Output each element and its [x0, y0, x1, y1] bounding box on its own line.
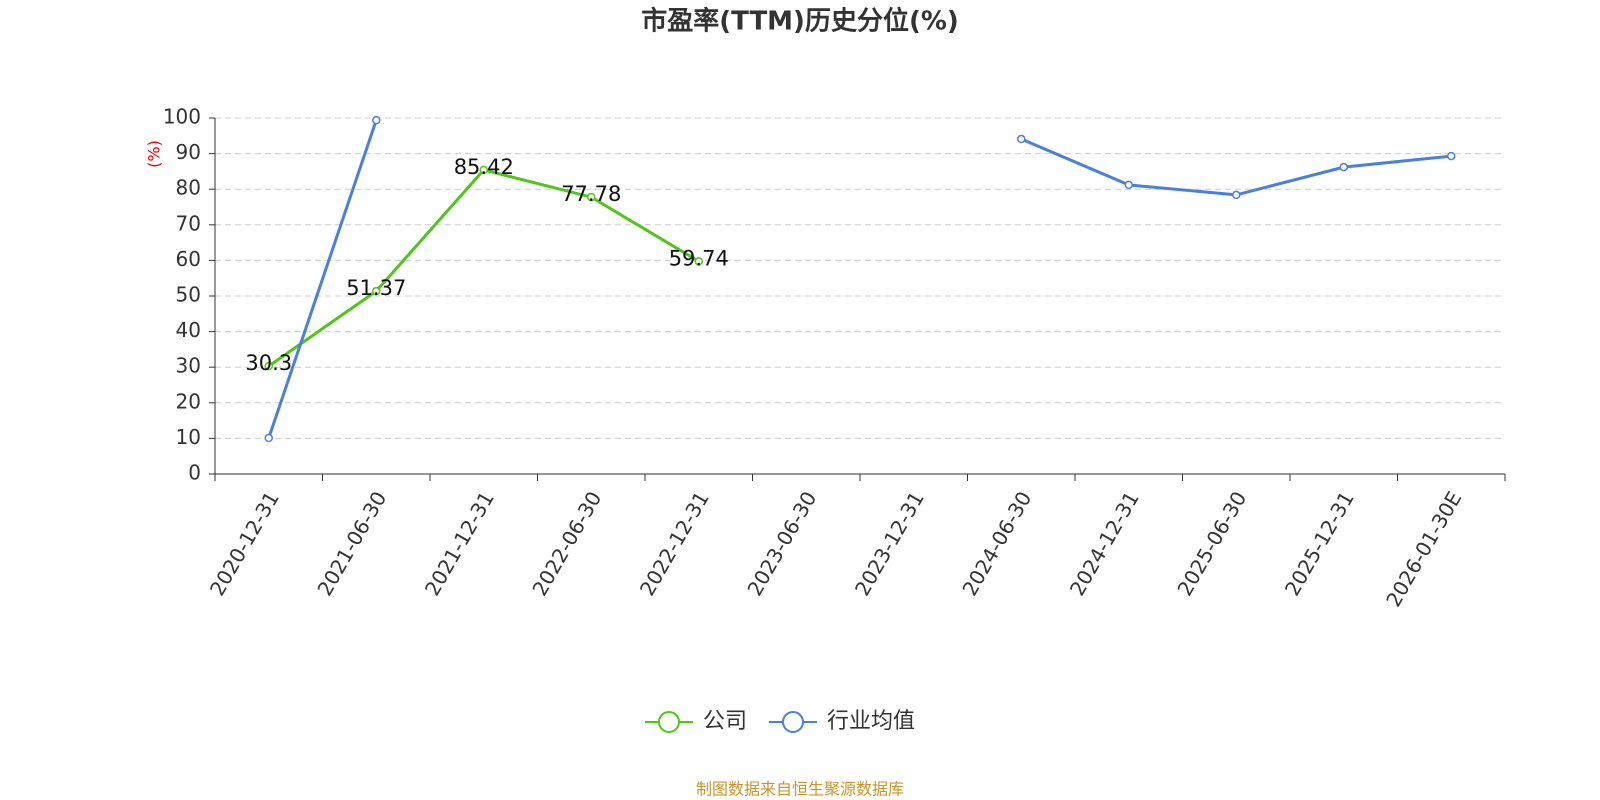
y-tick-label: 80 — [176, 176, 201, 200]
data-label: 30.3 — [245, 351, 292, 375]
y-tick-label: 0 — [188, 461, 201, 485]
x-tick-label: 2024-12-31 — [1065, 487, 1144, 600]
point — [694, 257, 703, 266]
x-tick-label: 2023-06-30 — [742, 487, 821, 600]
x-tick-label: 2025-06-30 — [1172, 487, 1251, 600]
chart-title: 市盈率(TTM)历史分位(%) — [641, 6, 959, 37]
x-tick-label: 2022-06-30 — [527, 487, 606, 600]
point — [1124, 180, 1133, 190]
point — [264, 433, 273, 443]
point — [264, 361, 273, 371]
point — [587, 192, 596, 202]
legend-label: 行业均值 — [827, 709, 915, 734]
x-tick-label: 2021-06-30 — [312, 487, 391, 600]
y-tick-label: 70 — [176, 211, 201, 235]
x-tick-label: 2026-01-30E — [1381, 487, 1466, 611]
y-tick-label: 40 — [176, 318, 201, 342]
x-tick-label: 2020-12-31 — [205, 487, 284, 600]
source-note: 制图数据来自恒生聚源数据库 — [696, 780, 904, 799]
x-tick-label: 2021-12-31 — [420, 487, 499, 600]
y-tick-label: 50 — [176, 283, 201, 307]
data-label: 77.78 — [561, 182, 621, 206]
legend-marker — [658, 711, 680, 733]
x-tick-label: 2022-12-31 — [635, 487, 714, 600]
point — [1447, 151, 1456, 161]
legend-marker — [782, 711, 805, 733]
y-tick-label: 100 — [163, 105, 201, 129]
y-tick-label: 10 — [176, 425, 201, 449]
y-tick-label: 20 — [176, 389, 201, 413]
data-label: 85.42 — [454, 155, 514, 179]
point — [372, 115, 381, 125]
point — [1017, 134, 1026, 144]
x-tick-label: 2023-12-31 — [850, 487, 929, 600]
y-axis-label: (%) — [145, 140, 164, 168]
y-tick-label: 60 — [176, 247, 201, 271]
y-tick-label: 90 — [176, 140, 201, 164]
point — [1232, 190, 1241, 200]
y-tick-label: 30 — [176, 354, 201, 378]
point — [1339, 162, 1348, 172]
point — [372, 286, 381, 296]
series-line — [267, 119, 1452, 439]
point — [479, 165, 488, 175]
x-tick-label: 2025-12-31 — [1280, 487, 1359, 600]
legend-label: 公司 — [703, 709, 747, 734]
data-label: 59.74 — [669, 246, 729, 270]
x-tick-label: 2024-06-30 — [957, 487, 1036, 600]
data-label: 51.37 — [346, 276, 406, 300]
series-line — [267, 168, 700, 368]
